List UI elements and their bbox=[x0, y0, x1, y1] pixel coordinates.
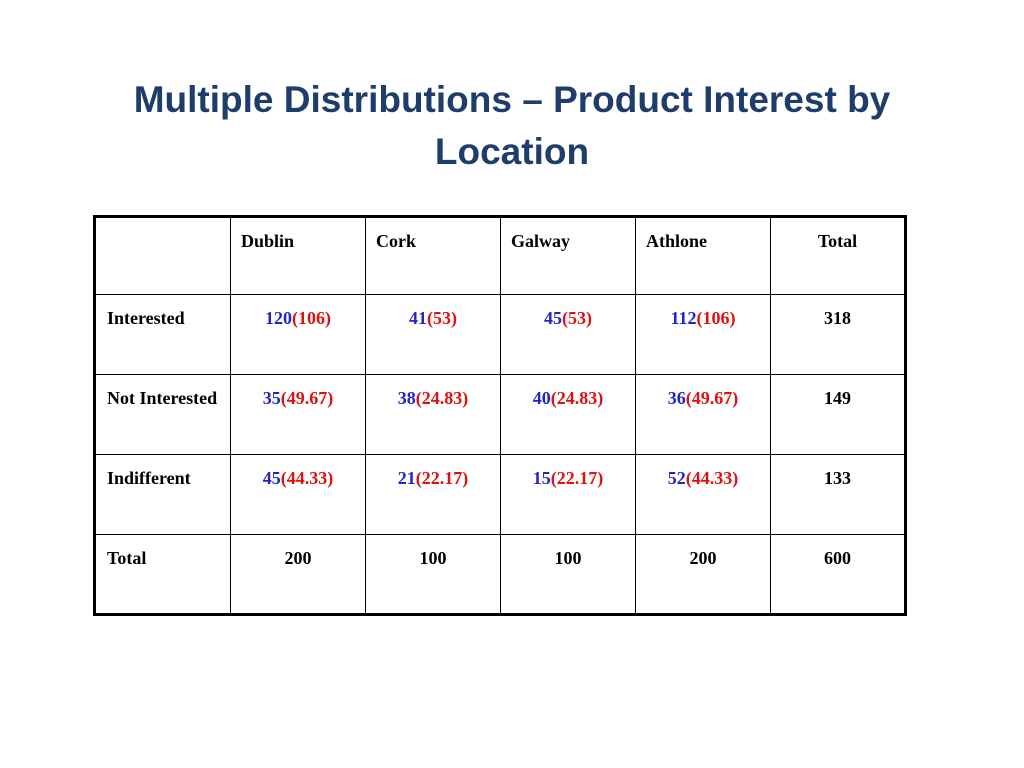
observed-value: 36 bbox=[667, 388, 686, 408]
cell-not-interested-dublin: 35(49.67) bbox=[230, 374, 366, 455]
table-totals-row: Total 200 100 100 200 600 bbox=[94, 534, 906, 615]
column-total-galway: 100 bbox=[500, 534, 636, 615]
expected-value: (24.83) bbox=[415, 388, 469, 408]
table-row: Not Interested 35(49.67) 38(24.83) 40(24… bbox=[94, 374, 906, 455]
expected-value: (53) bbox=[427, 308, 457, 328]
observed-value: 15 bbox=[532, 468, 551, 488]
row-label-not-interested: Not Interested bbox=[94, 374, 231, 455]
observed-value: 112 bbox=[670, 308, 697, 328]
row-label-interested: Interested bbox=[94, 294, 231, 375]
column-total-cork: 100 bbox=[365, 534, 501, 615]
expected-value: (44.33) bbox=[685, 468, 739, 488]
table-header-row: Dublin Cork Galway Athlone Total bbox=[94, 216, 906, 295]
observed-value: 120 bbox=[265, 308, 292, 328]
expected-value: (22.17) bbox=[415, 468, 469, 488]
observed-value: 52 bbox=[667, 468, 686, 488]
expected-value: (44.33) bbox=[280, 468, 334, 488]
cell-indifferent-dublin: 45(44.33) bbox=[230, 454, 366, 535]
cell-interested-cork: 41(53) bbox=[365, 294, 501, 375]
observed-value: 40 bbox=[532, 388, 551, 408]
cell-indifferent-cork: 21(22.17) bbox=[365, 454, 501, 535]
observed-value: 45 bbox=[544, 308, 562, 328]
observed-value: 21 bbox=[397, 468, 416, 488]
cell-not-interested-galway: 40(24.83) bbox=[500, 374, 636, 455]
expected-value: (49.67) bbox=[685, 388, 739, 408]
table-row: Interested 120(106) 41(53) 45(53) 112(10… bbox=[94, 294, 906, 375]
cell-not-interested-cork: 38(24.83) bbox=[365, 374, 501, 455]
row-label-total: Total bbox=[94, 534, 231, 615]
expected-value: (106) bbox=[696, 308, 736, 328]
grand-total: 600 bbox=[770, 534, 906, 615]
cell-interested-athlone: 112(106) bbox=[635, 294, 771, 375]
observed-value: 41 bbox=[409, 308, 427, 328]
row-label-indifferent: Indifferent bbox=[94, 454, 231, 535]
header-total: Total bbox=[770, 216, 906, 295]
header-corner-cell bbox=[94, 216, 231, 295]
observed-value: 45 bbox=[262, 468, 281, 488]
cell-interested-galway: 45(53) bbox=[500, 294, 636, 375]
header-athlone: Athlone bbox=[635, 216, 771, 295]
cell-indifferent-galway: 15(22.17) bbox=[500, 454, 636, 535]
contingency-table: Dublin Cork Galway Athlone Total Interes… bbox=[93, 215, 907, 616]
column-total-dublin: 200 bbox=[230, 534, 366, 615]
cell-interested-dublin: 120(106) bbox=[230, 294, 366, 375]
header-dublin: Dublin bbox=[230, 216, 366, 295]
table-row: Indifferent 45(44.33) 21(22.17) 15(22.17… bbox=[94, 454, 906, 535]
expected-value: (24.83) bbox=[550, 388, 604, 408]
cell-not-interested-athlone: 36(49.67) bbox=[635, 374, 771, 455]
expected-value: (106) bbox=[292, 308, 331, 328]
observed-value: 38 bbox=[397, 388, 416, 408]
header-galway: Galway bbox=[500, 216, 636, 295]
header-cork: Cork bbox=[365, 216, 501, 295]
expected-value: (22.17) bbox=[550, 468, 604, 488]
expected-value: (49.67) bbox=[280, 388, 334, 408]
row-total-not-interested: 149 bbox=[770, 374, 906, 455]
cell-indifferent-athlone: 52(44.33) bbox=[635, 454, 771, 535]
row-total-indifferent: 133 bbox=[770, 454, 906, 535]
slide-title: Multiple Distributions – Product Interes… bbox=[133, 79, 891, 172]
row-total-interested: 318 bbox=[770, 294, 906, 375]
expected-value: (53) bbox=[562, 308, 592, 328]
column-total-athlone: 200 bbox=[635, 534, 771, 615]
observed-value: 35 bbox=[262, 388, 281, 408]
